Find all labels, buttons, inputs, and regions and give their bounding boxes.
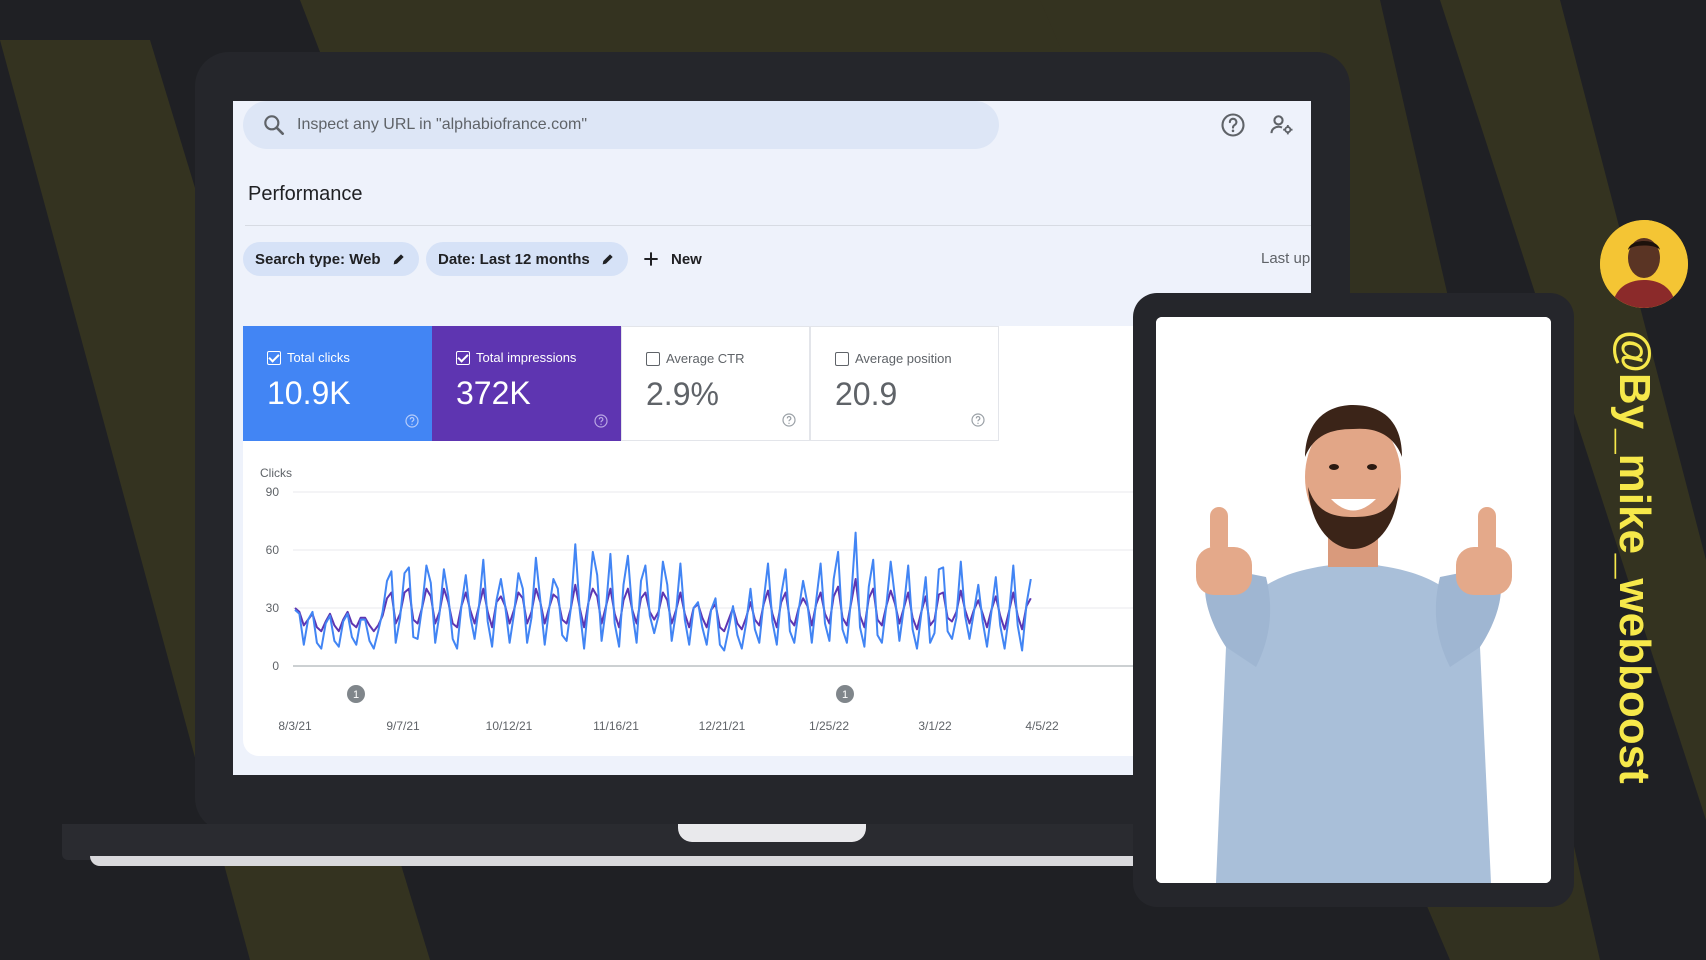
metric-average-ctr[interactable]: Average CTR 2.9%: [621, 326, 810, 441]
y-tick-label: 30: [266, 601, 280, 615]
last-updated-text: Last up: [1261, 250, 1311, 267]
x-tick-label: 8/3/21: [278, 719, 312, 733]
help-icon[interactable]: [970, 412, 986, 428]
annotation-marker[interactable]: 1: [836, 685, 854, 703]
metric-label: Total impressions: [476, 350, 577, 365]
manage-users-icon[interactable]: [1268, 111, 1296, 139]
handle-label: @By_mike_webboost: [1610, 330, 1659, 784]
url-inspection-bar[interactable]: [243, 101, 999, 149]
checkbox-icon[interactable]: [456, 350, 470, 365]
x-tick-label: 1/25/22: [809, 719, 849, 733]
help-icon[interactable]: [404, 413, 420, 429]
metric-value: 2.9%: [646, 376, 719, 412]
metric-value: 20.9: [835, 376, 898, 412]
metric-label: Total clicks: [287, 350, 350, 365]
search-icon: [264, 115, 284, 135]
page-title: Performance: [248, 183, 363, 205]
tablet-screen: [1156, 317, 1551, 883]
annotation-label: 1: [842, 689, 848, 701]
metric-label: Average CTR: [666, 351, 745, 366]
header-divider: [245, 225, 1311, 226]
person-thumbs-up-image: [1156, 317, 1551, 883]
search-type-label: Search type: Web: [255, 250, 381, 268]
annotation-dot[interactable]: [347, 685, 365, 703]
search-type-filter[interactable]: Search type: Web: [243, 242, 419, 276]
new-filter-button[interactable]: New: [641, 242, 702, 276]
metric-value: 10.9K: [267, 375, 351, 411]
avatar-portrait: [1600, 220, 1688, 308]
series-line: [294, 578, 1032, 633]
handle-text: @By_mike_webboost: [1610, 330, 1659, 784]
checkbox-icon[interactable]: [646, 351, 660, 366]
x-tick-label: 10/12/21: [486, 719, 533, 733]
annotation-marker[interactable]: 1: [347, 685, 365, 703]
y-tick-label: 0: [272, 659, 279, 673]
help-icon[interactable]: [1219, 111, 1247, 139]
help-icon[interactable]: [593, 413, 609, 429]
metric-total-clicks[interactable]: Total clicks 10.9K: [243, 326, 432, 441]
pencil-icon: [602, 254, 613, 265]
x-tick-label: 3/1/22: [918, 719, 952, 733]
series-line: [294, 531, 1032, 652]
checkbox-icon[interactable]: [835, 351, 849, 366]
laptop-base-edge: [90, 856, 1380, 866]
metric-total-impressions[interactable]: Total impressions 372K: [432, 326, 621, 441]
search-input[interactable]: [297, 116, 999, 134]
x-tick-label: 12/21/21: [699, 719, 746, 733]
checkbox-icon[interactable]: [267, 350, 281, 365]
y-tick-label: 90: [266, 485, 280, 499]
x-tick-label: 9/7/21: [386, 719, 420, 733]
metric-average-position[interactable]: Average position 20.9: [810, 326, 999, 441]
pencil-icon: [393, 254, 404, 265]
laptop-notch: [678, 824, 866, 842]
metric-value: 372K: [456, 375, 531, 411]
plus-icon: [644, 252, 658, 266]
help-icon[interactable]: [781, 412, 797, 428]
date-filter-label: Date: Last 12 months: [438, 250, 590, 268]
annotation-dot[interactable]: [836, 685, 854, 703]
x-tick-label: 11/16/21: [593, 719, 639, 733]
avatar: [1600, 220, 1688, 308]
chart-ylabel: Clicks: [260, 466, 292, 480]
date-filter[interactable]: Date: Last 12 months: [426, 242, 628, 276]
new-filter-label: New: [671, 250, 702, 268]
annotation-label: 1: [353, 689, 359, 701]
x-tick-label: 4/5/22: [1025, 719, 1059, 733]
metric-label: Average position: [855, 351, 952, 366]
y-tick-label: 60: [266, 543, 280, 557]
